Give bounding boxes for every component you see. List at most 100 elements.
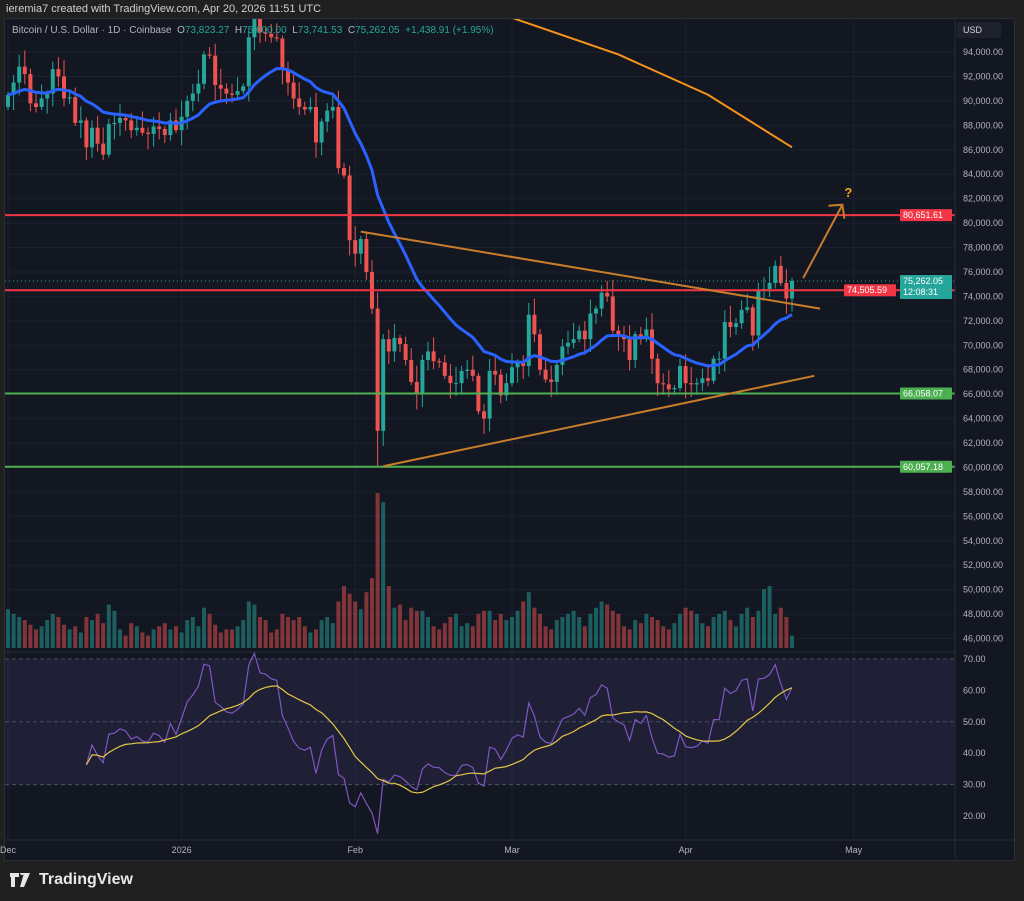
rsi-axis-label: 60.00 (963, 685, 986, 695)
volume-bar (661, 626, 666, 648)
volume-bar (633, 620, 638, 648)
volume-bar (129, 623, 134, 648)
last-price-badge: 75,262.05 (903, 276, 943, 286)
price-axis-label: 62,000.00 (963, 438, 1003, 448)
candle-body (319, 121, 324, 143)
volume-bar (672, 623, 677, 648)
volume-bar (622, 626, 626, 648)
volume-bar (230, 629, 234, 648)
price-axis-label: 64,000.00 (963, 414, 1003, 424)
volume-bar (526, 592, 531, 648)
volume-bar (118, 629, 122, 648)
moving-average-slow-line (512, 19, 793, 149)
support-price-badge: 66,058.07 (903, 388, 943, 398)
candle-body (151, 126, 156, 134)
volume-bar (325, 617, 330, 648)
volume-bar (342, 586, 346, 648)
price-axis-label: 56,000.00 (963, 511, 1003, 521)
candle-body (672, 388, 677, 390)
volume-bar (386, 586, 391, 648)
volume-bar (560, 617, 565, 648)
candle-body (286, 69, 290, 83)
candle-body (616, 330, 621, 336)
volume-bar (190, 617, 195, 648)
price-axis-label: 80,000.00 (963, 218, 1003, 228)
candle-body (655, 358, 660, 384)
candle-body (532, 314, 537, 335)
trendline (360, 230, 821, 310)
volume-bar (605, 604, 610, 648)
volume-bar (73, 626, 78, 648)
candle-body (62, 76, 66, 99)
volume-bar (196, 626, 201, 648)
volume-bar (347, 593, 352, 648)
candle-body (594, 308, 598, 314)
price-axis-label: 48,000.00 (963, 609, 1003, 619)
volume-bar (17, 617, 22, 648)
currency-selector[interactable]: USD (957, 22, 1001, 38)
time-axis-label: Apr (679, 845, 693, 855)
volume-bar (582, 626, 587, 648)
breakout-price-badge-bg (844, 284, 896, 297)
candle-body (78, 120, 83, 123)
volume-bar (414, 610, 419, 648)
resistance-price-badge-bg (900, 209, 952, 222)
volume-bar (22, 620, 27, 648)
volume-bar (241, 620, 246, 648)
brand-name: TradingView (39, 871, 133, 888)
volume-bar (610, 610, 615, 648)
candle-body (336, 106, 341, 169)
candle-body (526, 314, 531, 367)
volume-bar (711, 617, 716, 648)
volume-bar (420, 610, 425, 648)
volume-bar (398, 604, 402, 648)
candle-body (129, 120, 134, 131)
candle-body (571, 339, 576, 343)
candle-body (409, 359, 414, 382)
volume-bar (739, 613, 744, 648)
volume-bar (465, 623, 470, 648)
volume-bar (207, 613, 212, 648)
volume-bar (644, 613, 649, 648)
price-axis-label: 46,000.00 (963, 634, 1003, 644)
open-label: O (177, 25, 185, 36)
time-axis-label: 2026 (172, 845, 192, 855)
candle-body (330, 106, 335, 111)
candle-body (123, 117, 128, 121)
volume-bar (330, 623, 335, 648)
volume-bar (470, 626, 475, 648)
candle-body (538, 334, 542, 370)
tradingview-logo: TradingView (10, 871, 133, 889)
candle-body (700, 378, 705, 384)
candle-body (554, 364, 559, 382)
candle-body (414, 381, 419, 395)
volume-bar (314, 629, 318, 648)
last-price-badge-bg (900, 274, 952, 299)
volume-bar (566, 613, 570, 648)
volume-bar (498, 613, 503, 648)
rsi-axis-label: 70.00 (963, 654, 986, 664)
breakout-price-badge: 74,505.59 (847, 285, 887, 295)
volume-bar (532, 607, 537, 648)
volume-bar (767, 586, 772, 648)
volume-bar (151, 629, 156, 648)
volume-bar (358, 609, 363, 648)
volume-bar (431, 626, 436, 648)
candle-body (683, 366, 688, 384)
price-axis-label: 70,000.00 (963, 340, 1003, 350)
candle-body (146, 132, 150, 134)
candle-body (756, 290, 761, 336)
price-axis-label: 84,000.00 (963, 169, 1003, 179)
candle-body (403, 344, 408, 360)
volume-bar (650, 617, 654, 648)
candle-body (157, 126, 162, 129)
volume-bar (504, 620, 509, 648)
candle-body (728, 322, 733, 327)
volume-bar (790, 635, 794, 648)
volume-bar (734, 626, 738, 648)
candle-body (342, 168, 346, 176)
arrow-head-icon (828, 203, 846, 219)
volume-bar (678, 613, 682, 648)
volume-bar (773, 613, 778, 648)
